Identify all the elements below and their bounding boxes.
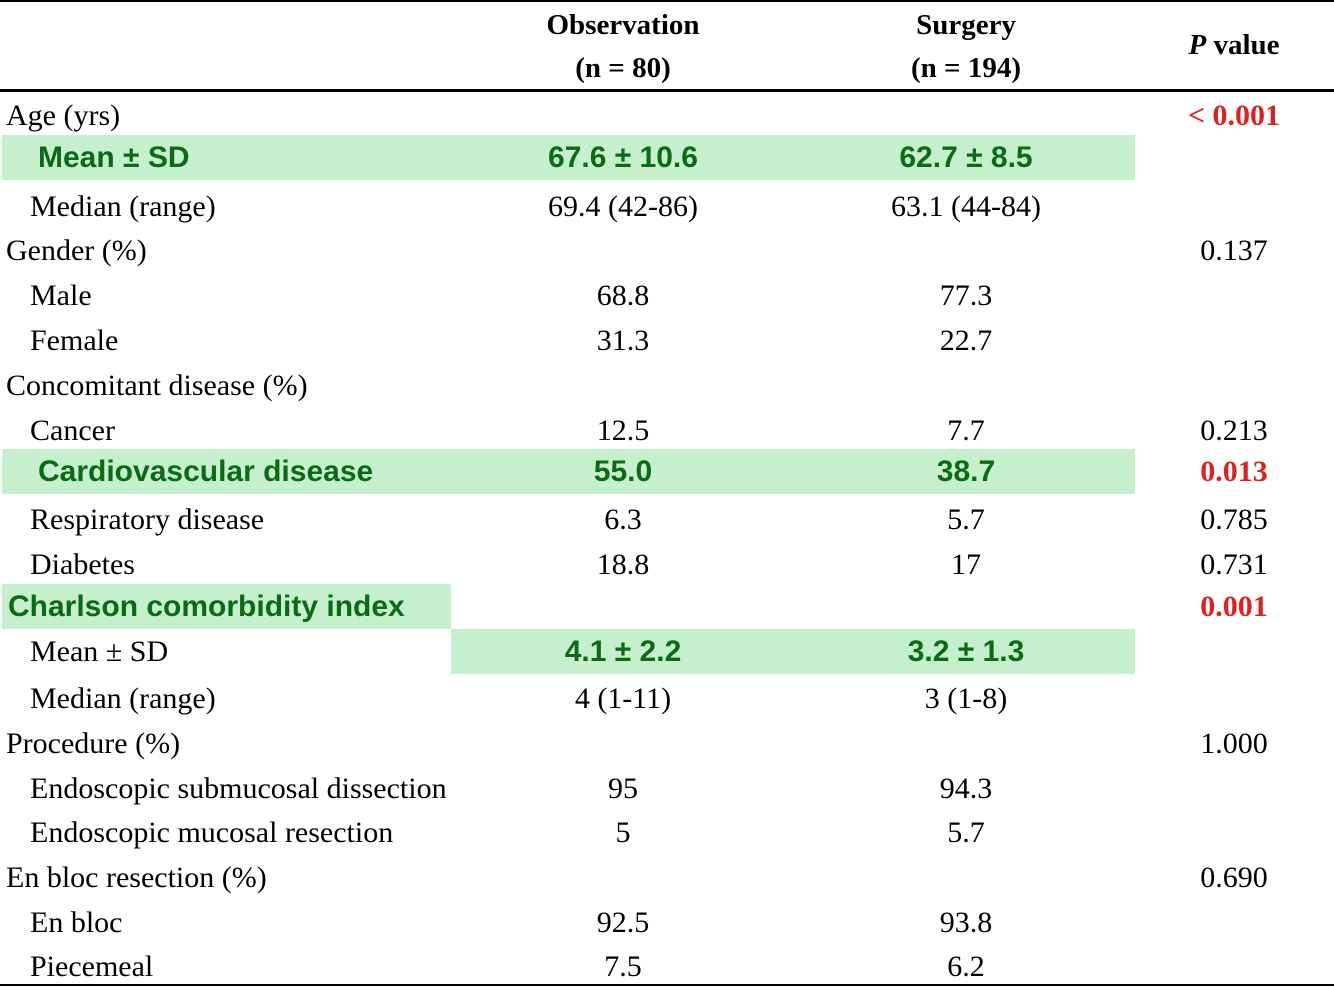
surgery-cell: 63.1 (44-84) (891, 190, 1041, 223)
row-highlight (451, 629, 1135, 674)
observation-cell: 6.3 (604, 503, 642, 536)
observation-cell: 4.1 ± 2.2 (564, 635, 682, 668)
row-highlight (2, 584, 451, 629)
table-bottom-rule (0, 984, 1334, 986)
table-row-diabetes: Diabetes 18.8 17 0.731 (0, 542, 1334, 587)
row-label: Endoscopic submucosal dissection (30, 772, 447, 805)
row-label: Procedure (%) (6, 727, 181, 760)
p-value-cell: 1.000 (1200, 727, 1268, 760)
row-label: Concomitant disease (%) (6, 369, 308, 402)
observation-cell: 7.5 (604, 950, 642, 983)
row-label: Gender (%) (6, 234, 147, 267)
observation-cell: 12.5 (596, 414, 650, 447)
table-row-gender: Gender (%) 0.137 (0, 228, 1334, 273)
table-row-charlson-mean: Mean ± SD 4.1 ± 2.2 3.2 ± 1.3 (0, 629, 1334, 674)
row-label: Cancer (30, 414, 115, 447)
surgery-cell: 3 (1-8) (924, 682, 1008, 715)
table-row-age-median: Median (range) 69.4 (42-86) 63.1 (44-84) (0, 184, 1334, 229)
row-label: Male (30, 279, 92, 312)
surgery-cell: 5.7 (947, 503, 985, 536)
p-value-cell: 0.785 (1200, 503, 1268, 536)
surgery-cell: 93.8 (939, 906, 993, 939)
surgery-cell: 17 (951, 548, 981, 581)
header-divider-rule (0, 89, 1334, 92)
surgery-cell: 3.2 ± 1.3 (907, 635, 1025, 668)
observation-cell: 67.6 ± 10.6 (548, 141, 698, 174)
surgery-cell: 6.2 (947, 950, 985, 983)
row-highlight (2, 135, 1135, 180)
table-row-en-bloc: En bloc 92.5 93.8 (0, 900, 1334, 945)
table-row-cardiovascular: Cardiovascular disease 55.0 38.7 0.013 (0, 449, 1334, 494)
p-value-cell: 0.213 (1200, 414, 1268, 447)
row-label: Respiratory disease (30, 503, 265, 536)
table-row-charlson-median: Median (range) 4 (1-11) 3 (1-8) (0, 676, 1334, 721)
row-label: Median (range) (30, 682, 216, 715)
p-value-cell: 0.731 (1200, 548, 1268, 581)
row-label: Mean ± SD (30, 635, 169, 668)
table-row-age-mean: Mean ± SD 67.6 ± 10.6 62.7 ± 8.5 (0, 135, 1334, 180)
table-row-male: Male 68.8 77.3 (0, 273, 1334, 318)
table-row-concomitant: Concomitant disease (%) (0, 363, 1334, 408)
surgery-cell: 94.3 (939, 772, 993, 805)
row-label: Age (yrs) (6, 99, 121, 132)
p-value-cell: 0.137 (1200, 234, 1268, 267)
p-value-cell: 0.013 (1200, 455, 1268, 488)
row-label: Diabetes (30, 548, 135, 581)
observation-cell: 55.0 (593, 455, 653, 488)
surgery-cell: 38.7 (936, 455, 996, 488)
row-label: Endoscopic mucosal resection (30, 816, 394, 849)
observation-cell: 92.5 (596, 906, 650, 939)
observation-cell: 95 (608, 772, 638, 805)
surgery-cell: 5.7 (947, 816, 985, 849)
observation-cell: 18.8 (596, 548, 650, 581)
row-label: Cardiovascular disease (38, 455, 374, 488)
p-value-cell: < 0.001 (1187, 99, 1281, 132)
table-row-female: Female 31.3 22.7 (0, 318, 1334, 363)
table-row-emr: Endoscopic mucosal resection 5 5.7 (0, 810, 1334, 855)
header-observation: Observation (n = 80) (523, 4, 723, 90)
surgery-cell: 77.3 (939, 279, 993, 312)
header-surgery: Surgery (n = 194) (866, 4, 1066, 90)
row-highlight (2, 449, 1135, 494)
table-row-procedure: Procedure (%) 1.000 (0, 721, 1334, 766)
p-value-cell: 0.001 (1200, 590, 1268, 623)
p-value-cell: 0.690 (1200, 861, 1268, 894)
header-p-letter: P (1188, 29, 1207, 61)
row-label: Female (30, 324, 119, 357)
observation-cell: 68.8 (596, 279, 650, 312)
header-p-rest: value (1206, 29, 1280, 61)
row-label: Median (range) (30, 190, 216, 223)
row-label: Charlson comorbidity index (8, 590, 405, 623)
table-row-cancer: Cancer 12.5 7.7 0.213 (0, 408, 1334, 453)
row-label: En bloc (30, 906, 123, 939)
table-top-rule (0, 0, 1334, 2)
row-label: Piecemeal (30, 950, 154, 983)
table-row-esd: Endoscopic submucosal dissection 95 94.3 (0, 766, 1334, 811)
table-row-en-bloc-resection: En bloc resection (%) 0.690 (0, 855, 1334, 900)
surgery-cell: 7.7 (947, 414, 985, 447)
observation-cell: 69.4 (42-86) (548, 190, 698, 223)
table-row-charlson: Charlson comorbidity index 0.001 (0, 584, 1334, 629)
header-surgery-title: Surgery (916, 9, 1016, 41)
header-observation-n: (n = 80) (575, 52, 671, 84)
observation-cell: 4 (1-11) (574, 682, 672, 715)
table-row-age: Age (yrs) < 0.001 (0, 93, 1334, 138)
table-row-respiratory: Respiratory disease 6.3 5.7 0.785 (0, 497, 1334, 542)
surgery-cell: 22.7 (939, 324, 993, 357)
observation-cell: 5 (615, 816, 631, 849)
observation-cell: 31.3 (596, 324, 650, 357)
row-label: Mean ± SD (38, 141, 190, 174)
header-observation-title: Observation (546, 9, 700, 41)
header-p-value: P value (1134, 24, 1334, 67)
table-row-piecemeal: Piecemeal 7.5 6.2 (0, 944, 1334, 989)
header-surgery-n: (n = 194) (911, 52, 1021, 84)
row-label: En bloc resection (%) (6, 861, 267, 894)
surgery-cell: 62.7 ± 8.5 (899, 141, 1033, 174)
